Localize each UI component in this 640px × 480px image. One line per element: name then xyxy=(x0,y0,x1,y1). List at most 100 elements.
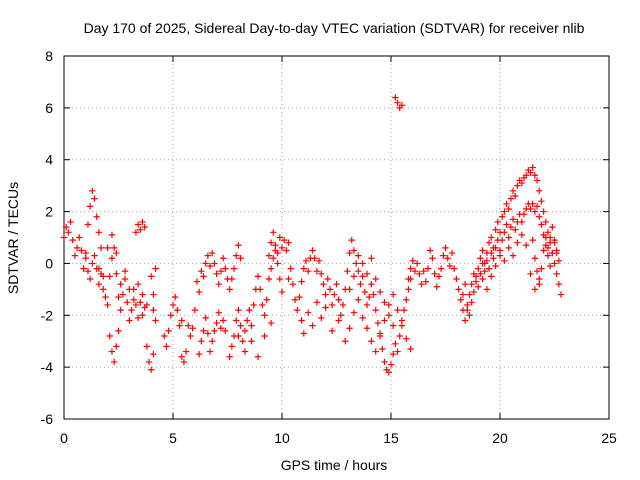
data-point xyxy=(505,244,512,252)
data-point xyxy=(243,317,251,324)
data-point xyxy=(217,325,225,332)
data-point xyxy=(533,268,541,275)
data-point xyxy=(108,255,116,262)
data-point xyxy=(507,195,515,202)
data-point xyxy=(538,221,545,228)
data-point xyxy=(488,273,495,280)
data-point xyxy=(503,221,510,228)
data-point xyxy=(174,306,181,314)
data-point xyxy=(215,280,222,288)
data-point xyxy=(407,345,414,353)
data-point xyxy=(363,301,371,309)
data-point xyxy=(106,273,113,280)
data-point xyxy=(368,338,375,345)
data-point xyxy=(97,244,105,252)
data-point xyxy=(233,252,240,259)
data-point xyxy=(248,322,255,329)
data-point xyxy=(437,265,445,272)
data-point xyxy=(403,296,410,303)
data-point xyxy=(553,270,560,277)
data-point xyxy=(442,244,449,252)
data-point xyxy=(180,358,188,366)
data-point xyxy=(501,229,508,236)
data-point xyxy=(518,231,525,239)
data-point xyxy=(328,327,336,335)
data-point xyxy=(272,242,279,249)
data-point xyxy=(544,229,552,236)
y-tick-label: 8 xyxy=(45,48,53,64)
x-tick-label: 0 xyxy=(60,430,68,446)
data-point xyxy=(498,213,506,220)
data-point xyxy=(366,293,373,301)
y-axis-label: SDTVAR / TECUs xyxy=(5,182,21,294)
data-point xyxy=(235,242,242,249)
data-point xyxy=(342,338,349,345)
x-tick-label: 5 xyxy=(169,430,177,446)
data-point xyxy=(350,273,358,280)
data-point xyxy=(485,239,493,246)
data-point xyxy=(538,265,545,272)
data-point xyxy=(91,195,98,202)
data-point xyxy=(211,260,218,267)
data-point xyxy=(531,208,539,215)
data-point xyxy=(346,325,353,332)
y-tick-label: -6 xyxy=(41,411,54,427)
data-point xyxy=(540,208,547,215)
data-point xyxy=(405,286,412,293)
data-point xyxy=(320,280,327,288)
data-point xyxy=(152,265,159,272)
data-point xyxy=(346,286,353,293)
data-point xyxy=(544,252,552,259)
data-point xyxy=(235,306,242,314)
data-point xyxy=(344,268,351,275)
data-point xyxy=(461,280,469,288)
data-point xyxy=(267,319,275,327)
data-point xyxy=(387,361,395,368)
data-point xyxy=(73,244,81,252)
data-point xyxy=(148,366,155,373)
data-point xyxy=(350,247,358,254)
y-tick-label: 2 xyxy=(45,204,53,220)
data-point xyxy=(424,265,432,272)
data-point xyxy=(69,236,76,244)
data-point xyxy=(398,322,406,329)
data-point xyxy=(322,304,329,311)
data-point xyxy=(113,343,120,350)
data-point xyxy=(355,296,362,303)
data-point xyxy=(485,265,493,272)
data-point xyxy=(509,187,517,195)
data-point xyxy=(145,358,153,366)
data-point xyxy=(182,348,190,355)
data-point xyxy=(333,280,340,288)
data-point xyxy=(187,332,194,340)
data-point xyxy=(376,288,384,296)
data-point xyxy=(435,273,443,280)
data-point xyxy=(76,234,83,241)
data-point xyxy=(263,296,270,303)
data-point xyxy=(379,345,386,353)
data-point xyxy=(475,265,482,272)
data-point xyxy=(400,306,408,314)
data-point xyxy=(100,273,107,280)
data-point xyxy=(126,286,133,293)
grid-lines xyxy=(64,56,609,419)
data-point xyxy=(267,265,275,272)
data-point xyxy=(130,296,137,303)
data-point xyxy=(372,275,379,283)
data-point xyxy=(352,260,360,267)
data-point xyxy=(113,249,120,257)
x-axis-label: GPS time / hours xyxy=(281,457,388,473)
data-point xyxy=(95,229,103,236)
data-point xyxy=(117,280,124,288)
data-point xyxy=(104,301,111,309)
data-point xyxy=(328,301,336,309)
data-point xyxy=(494,218,502,226)
data-point xyxy=(531,172,539,179)
data-point xyxy=(250,301,257,309)
data-point xyxy=(533,177,541,184)
data-point xyxy=(91,252,98,259)
data-point xyxy=(315,257,323,265)
data-point xyxy=(544,244,552,252)
data-point xyxy=(161,332,168,340)
data-point xyxy=(134,221,142,228)
